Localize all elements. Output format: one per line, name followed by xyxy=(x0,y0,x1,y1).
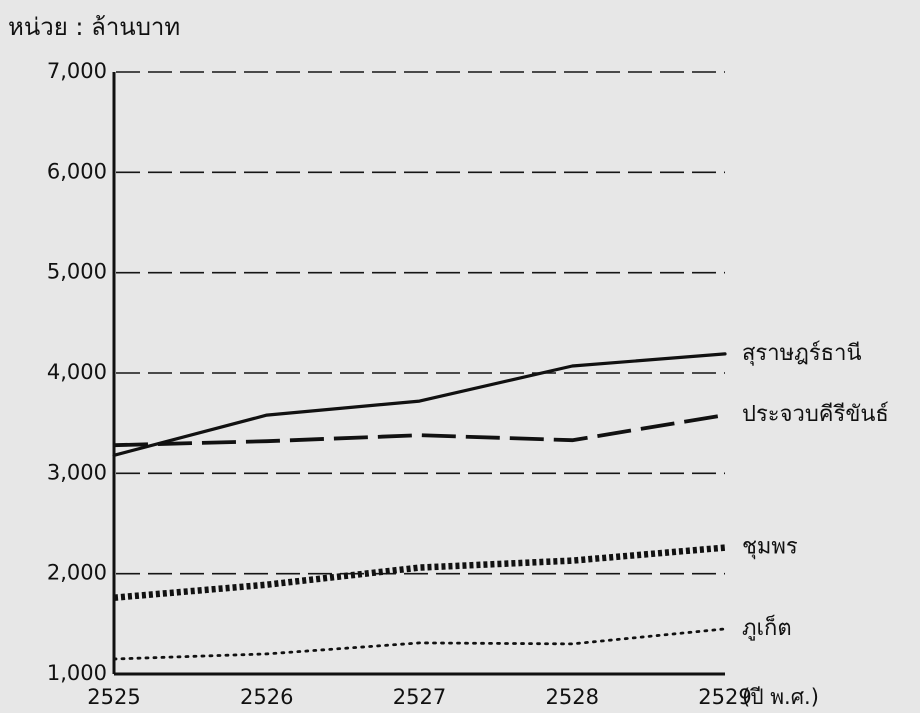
series-line-2 xyxy=(113,544,726,601)
y-tick-label: 7,000 xyxy=(47,59,107,83)
series-label: ภูเก็ต xyxy=(742,613,792,641)
y-tick-label: 4,000 xyxy=(47,360,107,384)
x-tick-label: 2529 xyxy=(698,685,751,709)
series-label: ชุมพร xyxy=(742,535,798,560)
series-line-0 xyxy=(112,352,727,457)
series-label: สุราษฎร์ธานี xyxy=(742,341,862,366)
series-label: ประจวบคีรีขันธ์ xyxy=(742,402,889,427)
y-tick-label: 5,000 xyxy=(47,260,107,284)
series-line-3 xyxy=(112,627,727,661)
x-tick-label: 2526 xyxy=(240,685,293,709)
y-tick-label: 6,000 xyxy=(47,159,107,183)
y-tick-label: 1,000 xyxy=(47,661,107,685)
y-tick-label: 2,000 xyxy=(47,561,107,585)
x-tick-label: 2525 xyxy=(87,685,140,709)
x-axis-title: (ปี พ.ศ.) xyxy=(742,685,819,709)
x-tick-label: 2528 xyxy=(546,685,599,709)
series-line-1 xyxy=(113,413,726,448)
unit-label: หน่วย : ล้านบาท xyxy=(8,13,181,41)
y-tick-label: 3,000 xyxy=(47,460,107,484)
x-tick-label: 2527 xyxy=(393,685,446,709)
